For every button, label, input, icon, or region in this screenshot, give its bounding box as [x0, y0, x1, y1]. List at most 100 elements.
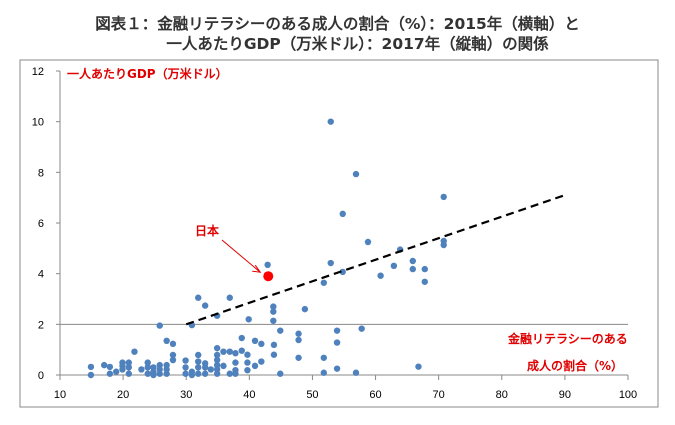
data-point [245, 316, 252, 323]
data-point [213, 351, 221, 359]
x-tick-label: 10 [54, 389, 66, 401]
data-point [226, 370, 233, 377]
japan-data-point [263, 271, 274, 282]
data-point [201, 370, 209, 377]
data-point [364, 238, 372, 246]
data-point [390, 262, 398, 270]
data-point [163, 337, 170, 344]
data-point [295, 330, 302, 337]
data-point [251, 362, 259, 370]
data-point [277, 327, 284, 334]
x-axis-label-line1: 金融リテラシーのある [507, 331, 628, 346]
chart-title-line1: 図表１：金融リテラシーのある成人の割合（%）：2015年（横軸）と [95, 15, 580, 33]
y-tick-label: 0 [38, 370, 44, 382]
data-point [195, 364, 202, 371]
y-tick-label: 10 [32, 117, 44, 129]
data-point [226, 348, 233, 355]
data-point [327, 259, 334, 267]
x-tick-label: 80 [496, 389, 508, 401]
data-point [277, 370, 284, 377]
data-point [195, 351, 202, 359]
data-point [125, 364, 132, 371]
y-tick-label: 2 [38, 319, 44, 331]
data-point [421, 278, 428, 285]
data-point [144, 359, 151, 366]
data-point [87, 363, 95, 371]
data-point [320, 354, 328, 361]
data-point [264, 261, 271, 268]
chart-title-line2: 一人あたりGDP（万米ドル）：2017年（縦軸）の関係 [166, 35, 549, 53]
data-point [270, 308, 277, 315]
data-point [295, 354, 302, 361]
data-point [270, 303, 277, 310]
y-tick-label: 6 [38, 218, 44, 230]
data-point [119, 366, 126, 373]
data-point [213, 370, 221, 377]
x-tick-label: 70 [433, 389, 445, 401]
data-point [244, 366, 251, 374]
data-point [182, 364, 189, 371]
data-point [201, 364, 209, 371]
data-point [440, 193, 447, 201]
data-point [232, 359, 239, 366]
data-point [125, 359, 132, 366]
data-point [106, 370, 114, 377]
data-point [169, 356, 177, 364]
data-point [195, 358, 202, 365]
data-point [421, 265, 428, 273]
japan-label: 日本 [195, 223, 219, 238]
x-tick-label: 50 [306, 389, 318, 401]
data-point [150, 371, 157, 379]
data-point [352, 170, 360, 178]
data-point [339, 268, 346, 276]
data-point [131, 348, 138, 355]
data-point [213, 344, 221, 352]
data-point [188, 371, 196, 379]
data-point [244, 359, 251, 366]
data-point [156, 370, 163, 377]
data-point [100, 361, 108, 369]
data-point [182, 357, 189, 364]
y-tick-label: 4 [38, 269, 44, 281]
y-tick-label: 12 [32, 66, 44, 78]
data-point [415, 363, 422, 370]
data-point [195, 370, 202, 377]
data-point [125, 370, 132, 377]
data-point [333, 327, 341, 334]
trendline [185, 194, 566, 326]
data-point [339, 210, 346, 218]
data-point [301, 305, 309, 313]
data-point [195, 294, 202, 301]
y-tick-label: 8 [38, 167, 44, 179]
data-point [144, 370, 151, 377]
chart-frame [19, 59, 659, 408]
x-axis-label-line2: 成人の割合（%） [527, 358, 623, 373]
data-point [333, 365, 341, 372]
data-point [112, 368, 120, 375]
japan-arrow [221, 239, 261, 273]
x-tick-label: 90 [559, 389, 571, 401]
data-point [169, 351, 177, 359]
data-point [409, 257, 416, 265]
data-point [238, 334, 245, 342]
data-point [352, 369, 360, 376]
data-point [295, 336, 302, 344]
data-point [270, 317, 277, 324]
data-point [226, 294, 233, 301]
data-point [270, 351, 278, 358]
data-point [169, 340, 177, 348]
data-point [358, 325, 365, 332]
data-point [232, 350, 239, 357]
x-tick-label: 30 [180, 389, 192, 401]
data-point [220, 348, 227, 355]
data-point [333, 339, 341, 346]
data-point [182, 370, 189, 377]
data-point [87, 371, 95, 379]
data-point [201, 302, 209, 309]
data-point [320, 369, 328, 376]
data-point [213, 356, 221, 364]
data-point [377, 272, 384, 279]
x-tick-label: 20 [117, 389, 129, 401]
data-point [320, 279, 328, 286]
